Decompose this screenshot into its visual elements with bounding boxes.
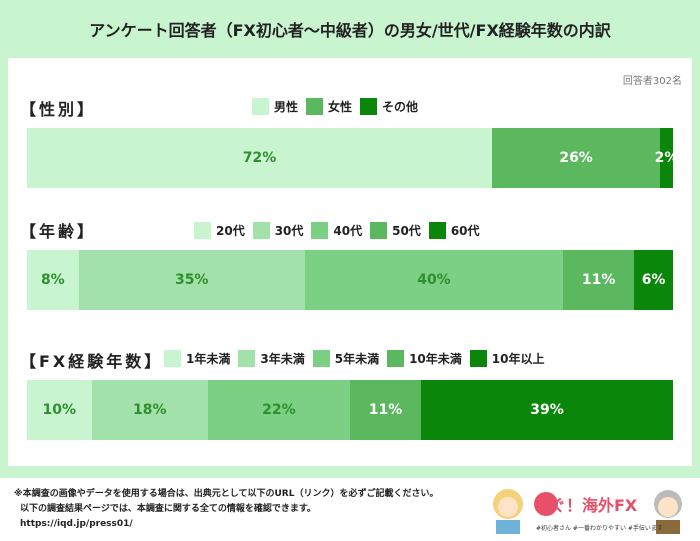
footer-note: ※本調査の画像やデータを使用する場合は、出典元として以下のURL（リンク）を必ず… xyxy=(14,487,438,532)
legend-item: 女性 xyxy=(306,98,352,115)
legend-label: 10年未満 xyxy=(409,352,462,366)
legend-label: 40代 xyxy=(333,224,363,238)
bar-segment: 11% xyxy=(563,250,635,310)
legend-item: 1年未満 xyxy=(164,350,230,367)
legend-swatch xyxy=(387,350,405,367)
legend-swatch xyxy=(306,98,324,115)
section-title: 【性別】 xyxy=(20,100,97,119)
data-label: 18% xyxy=(132,402,167,418)
legend-item: その他 xyxy=(360,98,418,115)
bar-segment: 40% xyxy=(304,250,564,310)
legend-swatch xyxy=(312,350,330,367)
legend: 男性 女性 その他 xyxy=(252,98,426,115)
data-label: 11% xyxy=(368,402,403,418)
data-label: 35% xyxy=(174,272,209,288)
legend-swatch xyxy=(469,350,487,367)
legend-label: 50代 xyxy=(392,224,421,238)
legend-item: 10年未満 xyxy=(387,350,462,367)
legend-swatch xyxy=(252,98,269,115)
legend-item: 20代 xyxy=(194,222,245,239)
legend-item: 60代 xyxy=(428,222,480,239)
legend-item: 男性 xyxy=(252,98,298,115)
legend-item: 10年以上 xyxy=(469,350,545,367)
bar-segment: 22% xyxy=(207,380,350,440)
legend-swatch xyxy=(360,98,378,115)
data-label: 26% xyxy=(559,150,593,166)
footer-url[interactable]: https://iqd.jp/press01/ xyxy=(20,519,133,529)
data-label: 2% xyxy=(654,150,679,166)
legend: 20代 30代 40代 50代 60代 xyxy=(194,222,488,239)
svg-text:#初心者さん #一番わかりやすい #手伝います: #初心者さん #一番わかりやすい #手伝います xyxy=(536,524,663,532)
legend-swatch xyxy=(311,222,329,239)
legend-item: 5年未満 xyxy=(312,350,380,367)
bar-segment: 11% xyxy=(349,380,422,440)
footer-line: 以下の調査結果ページでは、本調査に関する全ての情報を確認できます。 xyxy=(20,504,316,514)
legend-swatch xyxy=(428,222,446,239)
stacked-bar: 8% 35% 40% 11% 6% xyxy=(27,250,673,310)
section-title: 【FX経験年数】 xyxy=(20,352,164,371)
legend-item: 50代 xyxy=(370,222,421,239)
legend-item: 30代 xyxy=(252,222,304,239)
stacked-bar: 72% 26% 2% xyxy=(27,128,678,188)
svg-text:ぐ！海外FX: ぐ！海外FX xyxy=(534,496,638,515)
data-label: 39% xyxy=(530,402,564,418)
section-title: 【年齢】 xyxy=(20,222,97,241)
legend-label: 1年未満 xyxy=(186,352,231,366)
bar-segment: 35% xyxy=(78,250,305,310)
legend-label: 男性 xyxy=(274,100,299,114)
bar-segment: 18% xyxy=(91,380,208,440)
bar-segment: 39% xyxy=(421,380,673,440)
bar-segment: 72% xyxy=(27,128,493,188)
data-label: 40% xyxy=(417,272,451,288)
legend-item: 40代 xyxy=(311,222,362,239)
legend-swatch xyxy=(238,350,256,367)
legend-swatch xyxy=(252,222,270,239)
bar-segment: 10% xyxy=(27,380,92,440)
bar-segment: 6% xyxy=(634,250,673,310)
legend-label: その他 xyxy=(382,100,419,114)
site-logo: ぐ！海外FX #初心者さん #一番わかりやすい #手伝います xyxy=(493,489,682,534)
legend-label: 60代 xyxy=(450,224,480,238)
legend-label: 10年以上 xyxy=(491,352,545,366)
data-label: 10% xyxy=(42,402,77,418)
legend-item: 3年未満 xyxy=(238,350,305,367)
legend-label: 30代 xyxy=(274,224,304,238)
page-title: アンケート回答者（FX初心者〜中級者）の男女/世代/FX経験年数の内訳 xyxy=(89,21,611,40)
bar-segment: 2% xyxy=(655,128,678,188)
legend-label: 20代 xyxy=(216,224,245,238)
bar-segment: 26% xyxy=(492,128,661,188)
data-label: 11% xyxy=(581,272,616,288)
data-label: 22% xyxy=(262,402,296,418)
data-label: 8% xyxy=(40,272,65,288)
stacked-bar: 10% 18% 22% 11% 39% xyxy=(27,380,673,440)
respondent-count: 回答者302名 xyxy=(622,76,682,87)
legend-label: 女性 xyxy=(328,100,353,114)
legend-swatch xyxy=(194,222,211,239)
footer-line: ※本調査の画像やデータを使用する場合は、出典元として以下のURL（リンク）を必ず… xyxy=(14,489,439,499)
legend: 1年未満 3年未満 5年未満 10年未満 10年以上 xyxy=(164,350,552,367)
legend-swatch xyxy=(370,222,388,239)
legend-label: 5年未満 xyxy=(334,352,380,366)
data-label: 6% xyxy=(641,272,666,288)
data-label: 72% xyxy=(242,150,277,166)
legend-label: 3年未満 xyxy=(260,352,305,366)
legend-swatch xyxy=(164,350,181,367)
bar-segment: 8% xyxy=(27,250,79,310)
